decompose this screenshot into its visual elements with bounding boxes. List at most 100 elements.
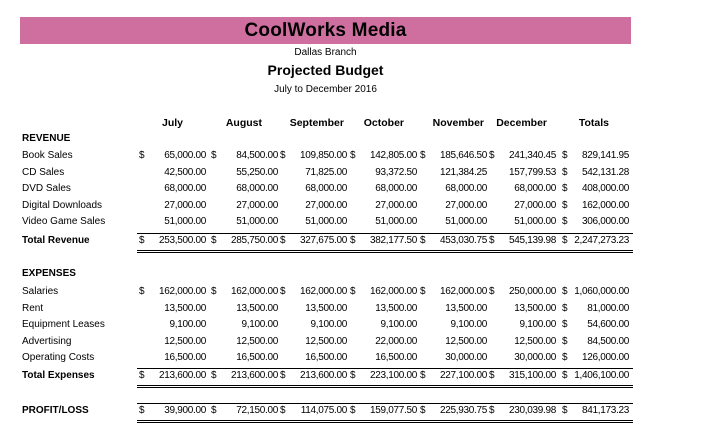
total-expenses-top-border: [137, 368, 633, 369]
row-label: Salaries: [22, 286, 59, 297]
total-expenses-cell: $227,100.00: [418, 370, 489, 384]
currency-symbol: $: [211, 286, 217, 297]
revenue-cell: 51,000.00: [209, 216, 280, 230]
currency-symbol: $: [420, 235, 426, 246]
cell-value: 213,600.00: [230, 370, 278, 381]
row-label: CD Sales: [22, 166, 65, 178]
currency-symbol: $: [420, 150, 426, 161]
cell-value: 68,000.00: [164, 183, 206, 194]
currency-symbol: $: [350, 405, 356, 416]
currency-symbol: $: [489, 370, 495, 381]
cell-value: 9,100.00: [310, 319, 347, 330]
cell-value: 253,500.00: [158, 235, 206, 246]
row-label: Operating Costs: [22, 352, 95, 363]
expenses-cell: 16,500.00: [278, 352, 349, 366]
expenses-cell: 9,100.00: [137, 319, 208, 333]
expenses-cell: 13,500.00: [487, 303, 558, 317]
report-title: Projected Budget: [267, 62, 384, 78]
cell-value: 13,500.00: [236, 302, 278, 314]
currency-symbol: $: [420, 286, 426, 297]
revenue-cell: 27,000.00: [418, 200, 489, 214]
cell-value: 51,000.00: [375, 216, 417, 227]
column-header-august: August: [225, 117, 262, 129]
currency-symbol: $: [489, 150, 495, 161]
revenue-cell: 51,000.00: [278, 216, 349, 230]
currency-symbol: $: [562, 319, 568, 330]
profit-loss-cell: $114,075.00: [278, 405, 349, 419]
cell-value: 84,500.00: [236, 150, 278, 161]
revenue-cell: 68,000.00: [418, 183, 489, 197]
cell-value: 81,000.00: [587, 302, 629, 314]
cell-value: 13,500.00: [375, 302, 417, 314]
revenue-cell: $542,131.28: [560, 167, 631, 181]
currency-symbol: $: [211, 405, 217, 416]
row-label: EXPENSES: [22, 268, 76, 279]
row-label: Total Revenue: [22, 235, 90, 246]
row-label: Equipment Leases: [22, 319, 105, 330]
cell-value: 9,100.00: [169, 319, 206, 330]
profit-loss-cell: $225,930.75: [418, 405, 489, 419]
cell-value: 185,646.50: [439, 150, 487, 161]
expenses-cell: 13,500.00: [278, 303, 349, 317]
cell-value: 162,000.00: [369, 286, 417, 297]
total-expenses-cell: $213,600.00: [209, 370, 280, 384]
currency-symbol: $: [562, 286, 568, 297]
currency-symbol: $: [139, 405, 145, 416]
column-header-october: October: [363, 117, 404, 129]
cell-value: 285,750.00: [230, 235, 278, 246]
row-label: PROFIT/LOSS: [22, 405, 89, 416]
cell-value: 9,100.00: [241, 319, 278, 330]
cell-value: 51,000.00: [445, 216, 487, 227]
cell-value: 162,000.00: [230, 286, 278, 297]
cell-value: 213,600.00: [299, 370, 347, 381]
revenue-cell: 27,000.00: [278, 200, 349, 214]
cell-value: 2,247,273.23: [574, 235, 629, 246]
total-expenses-double-border: [137, 385, 633, 386]
row-label: Advertising: [22, 335, 72, 347]
column-header-totals: Totals: [578, 117, 609, 129]
currency-symbol: $: [211, 150, 217, 161]
total-revenue-cell: $382,177.50: [348, 235, 419, 249]
currency-symbol: $: [562, 352, 568, 363]
row-label: Rent: [22, 302, 44, 314]
total-revenue-cell: $2,247,273.23: [560, 235, 631, 249]
currency-symbol: $: [420, 405, 426, 416]
cell-value: 72,150.00: [236, 405, 278, 416]
revenue-cell: 68,000.00: [209, 183, 280, 197]
expenses-cell: 13,500.00: [348, 303, 419, 317]
total-expenses-cell: $315,100.00: [487, 370, 558, 384]
currency-symbol: $: [280, 370, 286, 381]
cell-value: 12,500.00: [445, 335, 487, 347]
cell-value: 829,141.95: [581, 150, 629, 161]
expenses-cell: 22,000.00: [348, 336, 419, 350]
expenses-cell: 16,500.00: [209, 352, 280, 366]
currency-symbol: $: [562, 370, 568, 381]
currency-symbol: $: [489, 405, 495, 416]
revenue-cell: $162,000.00: [560, 200, 631, 214]
total-revenue-cell: $453,030.75: [418, 235, 489, 249]
cell-value: 12,500.00: [514, 335, 556, 347]
expenses-cell: 30,000.00: [418, 352, 489, 366]
total-revenue-double-border-2: [137, 252, 633, 253]
cell-value: 542,131.28: [581, 166, 629, 178]
currency-symbol: $: [562, 199, 568, 211]
cell-value: 42,500.00: [164, 166, 206, 178]
currency-symbol: $: [280, 235, 286, 246]
profit-loss-double-border-2: [137, 422, 633, 423]
expenses-cell: $81,000.00: [560, 303, 631, 317]
expenses-cell: 13,500.00: [209, 303, 280, 317]
expenses-cell: $162,000.00: [278, 286, 349, 300]
revenue-cell: $65,000.00: [137, 150, 208, 164]
column-header-november: November: [432, 117, 484, 129]
expenses-cell: 13,500.00: [418, 303, 489, 317]
cell-value: 223,100.00: [369, 370, 417, 381]
revenue-cell: $408,000.00: [560, 183, 631, 197]
cell-value: 9,100.00: [519, 319, 556, 330]
revenue-cell: 51,000.00: [418, 216, 489, 230]
revenue-cell: 27,000.00: [209, 200, 280, 214]
revenue-cell: 68,000.00: [137, 183, 208, 197]
row-label: Video Game Sales: [22, 216, 106, 227]
cell-value: 39,900.00: [164, 405, 206, 416]
cell-value: 27,000.00: [445, 199, 487, 211]
cell-value: 16,500.00: [375, 352, 417, 363]
